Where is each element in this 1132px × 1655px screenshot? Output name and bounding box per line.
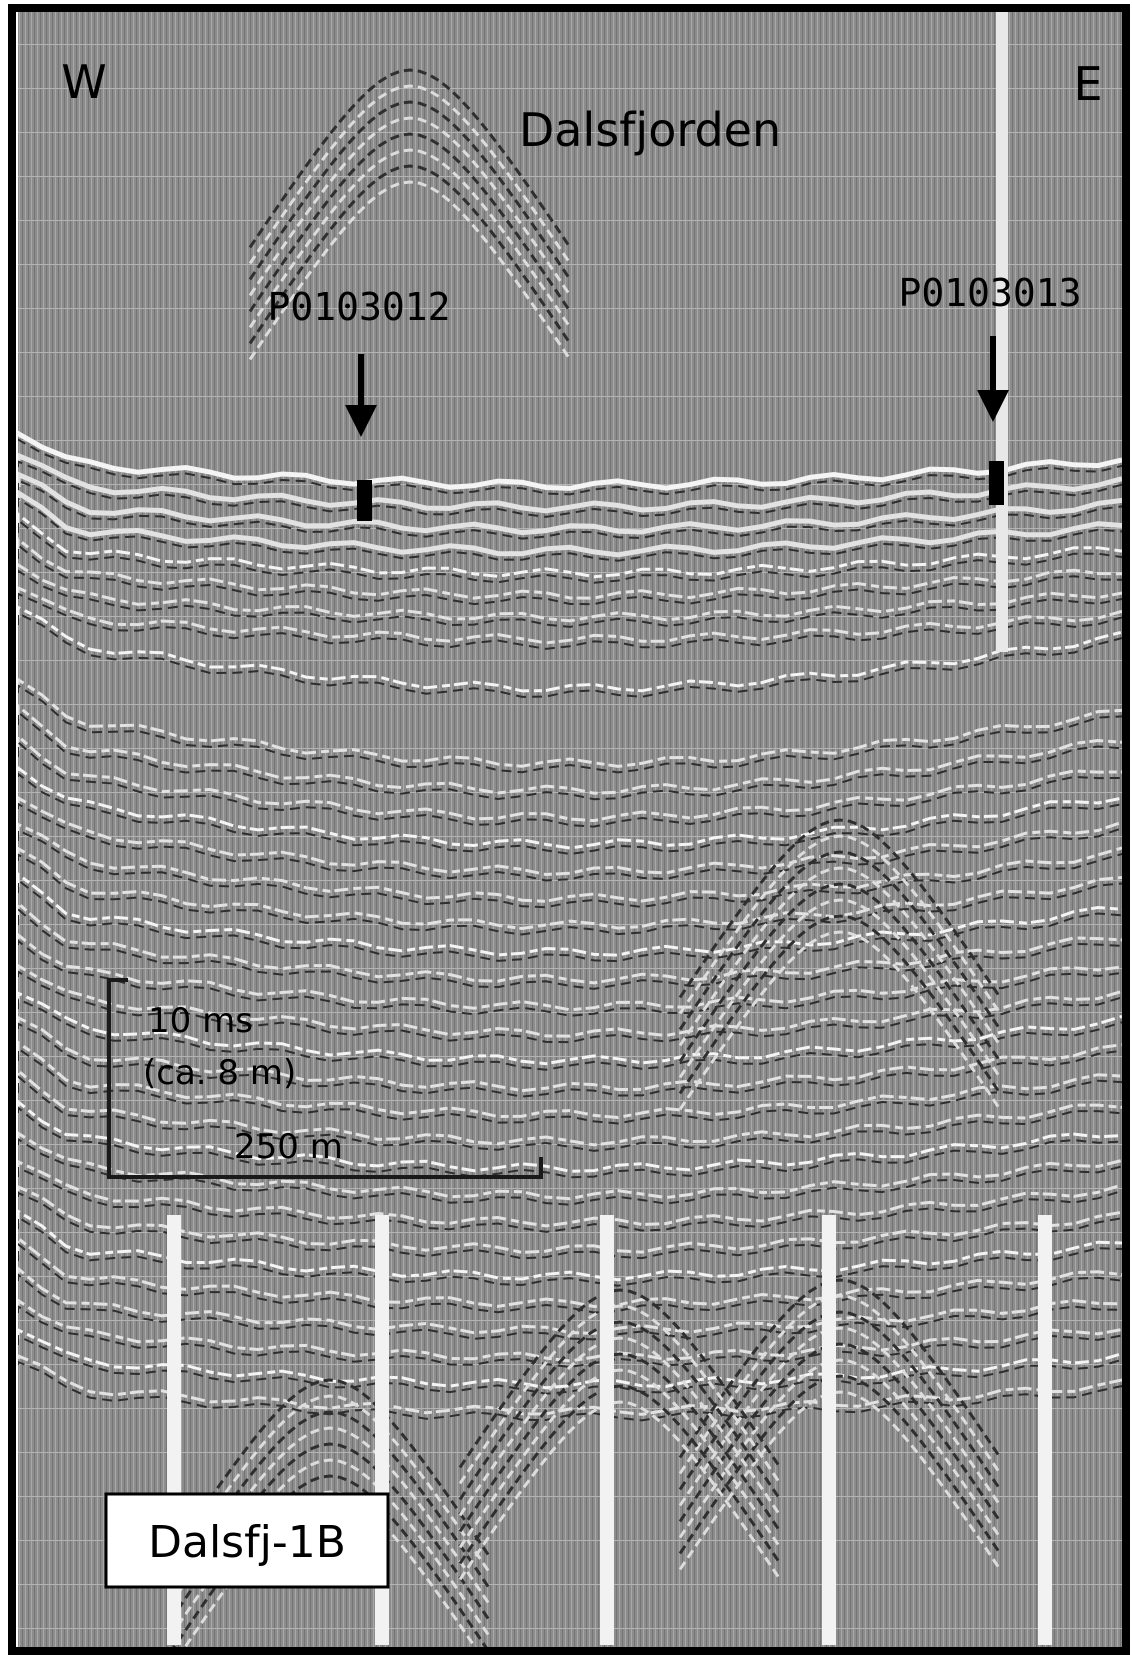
west-label: W bbox=[61, 55, 106, 109]
title: Dalsfjorden bbox=[519, 103, 781, 157]
trace-annotation-strip bbox=[822, 1215, 836, 1645]
core-label: P0103012 bbox=[267, 285, 450, 329]
seismic-profile: W E Dalsfjorden P0103012 P0103013 10 ms … bbox=[0, 0, 1132, 1655]
trace-annotation-strip bbox=[996, 12, 1008, 652]
east-label: E bbox=[1073, 57, 1102, 111]
core-label: P0103013 bbox=[898, 271, 1081, 315]
scale-horizontal-label: 250 m bbox=[234, 1127, 343, 1167]
scale-vertical-note: (ca. 8 m) bbox=[143, 1053, 296, 1093]
scale-vertical-label: 10 ms bbox=[148, 1001, 253, 1041]
trace-annotation-strip bbox=[1038, 1215, 1052, 1645]
profile-id: Dalsfj-1B bbox=[148, 1517, 346, 1568]
trace-annotation-strip bbox=[600, 1215, 614, 1645]
core-position bbox=[357, 480, 372, 521]
core-position bbox=[989, 461, 1004, 505]
